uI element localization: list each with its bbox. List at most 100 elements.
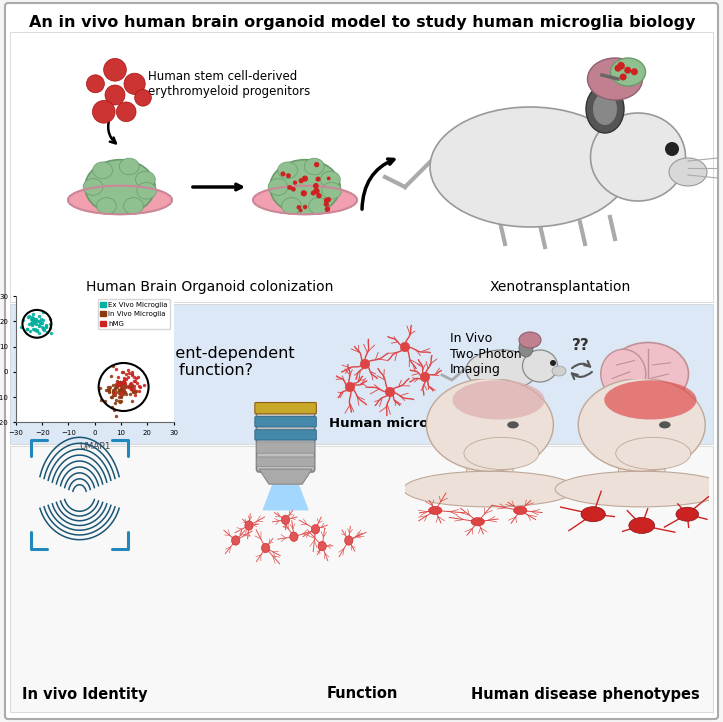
Point	[119, 386, 130, 397]
Circle shape	[326, 197, 331, 202]
Point	[131, 373, 142, 384]
Ellipse shape	[124, 198, 143, 214]
Point	[114, 396, 126, 408]
Circle shape	[313, 188, 320, 194]
Point	[111, 394, 122, 406]
Point	[27, 313, 39, 324]
Ellipse shape	[135, 171, 155, 188]
Circle shape	[302, 175, 308, 182]
Text: Human environment-dependent
identity and function?: Human environment-dependent identity and…	[35, 346, 294, 378]
Text: Human microglia: Human microglia	[330, 417, 457, 430]
FancyBboxPatch shape	[10, 32, 713, 302]
Circle shape	[245, 521, 253, 530]
Point	[119, 378, 131, 389]
Point	[33, 310, 44, 321]
Point	[115, 378, 127, 390]
Circle shape	[345, 382, 355, 392]
Point	[120, 373, 132, 385]
Point	[122, 380, 134, 392]
Point	[27, 316, 38, 328]
Point	[119, 386, 131, 398]
Circle shape	[293, 180, 297, 185]
Point	[27, 313, 39, 325]
Circle shape	[287, 185, 292, 190]
Point	[116, 386, 128, 398]
Point	[126, 369, 137, 380]
Point	[116, 377, 127, 388]
Point	[110, 380, 121, 392]
Circle shape	[615, 65, 622, 71]
Ellipse shape	[610, 58, 646, 86]
Point	[36, 321, 48, 333]
FancyBboxPatch shape	[466, 458, 513, 495]
Point	[29, 316, 40, 328]
Point	[114, 377, 125, 388]
Ellipse shape	[83, 178, 103, 196]
Point	[116, 385, 127, 396]
Ellipse shape	[591, 113, 685, 201]
Ellipse shape	[137, 183, 156, 199]
Circle shape	[116, 102, 136, 121]
Point	[38, 322, 49, 334]
Point	[113, 387, 124, 399]
Circle shape	[676, 508, 698, 521]
Point	[30, 323, 41, 334]
Point	[124, 388, 136, 400]
Ellipse shape	[464, 438, 539, 469]
Point	[131, 377, 142, 388]
Point	[40, 319, 51, 331]
Point	[30, 313, 42, 324]
Ellipse shape	[552, 366, 566, 376]
Point	[108, 404, 120, 416]
Point	[118, 373, 129, 384]
Ellipse shape	[93, 162, 113, 178]
Point	[114, 388, 125, 400]
Point	[133, 380, 145, 391]
Point	[116, 376, 128, 388]
Point	[129, 375, 141, 387]
Circle shape	[318, 542, 326, 551]
Point	[125, 383, 137, 395]
Circle shape	[311, 191, 316, 196]
Point	[33, 320, 45, 331]
Circle shape	[550, 360, 556, 366]
Circle shape	[296, 205, 301, 209]
Point	[30, 314, 42, 326]
Point	[110, 410, 121, 422]
Circle shape	[324, 201, 329, 206]
Polygon shape	[262, 484, 309, 510]
Ellipse shape	[320, 171, 341, 188]
Point	[113, 377, 124, 388]
Point	[118, 377, 129, 388]
Point	[108, 386, 119, 398]
Circle shape	[629, 518, 654, 534]
Circle shape	[299, 209, 302, 212]
Point	[104, 381, 116, 393]
Point	[127, 370, 138, 381]
Point	[44, 313, 56, 324]
Point	[108, 387, 119, 399]
Point	[21, 323, 33, 334]
Point	[119, 379, 131, 391]
Circle shape	[316, 193, 322, 199]
Point	[129, 375, 140, 387]
Ellipse shape	[309, 198, 328, 214]
Circle shape	[134, 90, 151, 106]
Point	[33, 315, 45, 326]
FancyBboxPatch shape	[254, 403, 317, 414]
Point	[112, 378, 124, 390]
Point	[119, 376, 130, 388]
Ellipse shape	[616, 438, 690, 469]
Point	[115, 391, 127, 402]
Point	[15, 321, 27, 333]
Point	[107, 389, 119, 401]
Point	[114, 376, 125, 388]
Ellipse shape	[268, 178, 288, 196]
Point	[108, 379, 119, 391]
Circle shape	[618, 63, 625, 69]
Point	[100, 384, 111, 396]
Point	[114, 391, 125, 403]
Text: An in vivo human brain organoid model to study human microglia biology: An in vivo human brain organoid model to…	[29, 14, 696, 30]
Circle shape	[327, 177, 330, 180]
Point	[100, 395, 111, 406]
